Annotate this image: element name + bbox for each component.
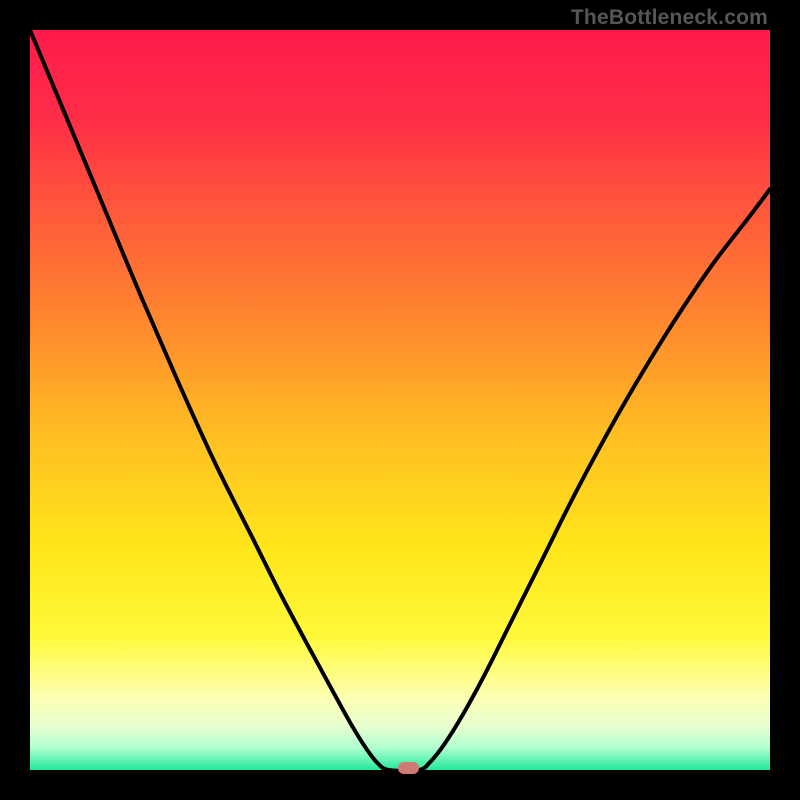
bottleneck-curve	[30, 30, 770, 770]
minimum-marker	[398, 762, 419, 774]
attribution-label: TheBottleneck.com	[571, 6, 768, 30]
plot-area	[30, 30, 770, 770]
chart-frame: TheBottleneck.com	[0, 0, 800, 800]
